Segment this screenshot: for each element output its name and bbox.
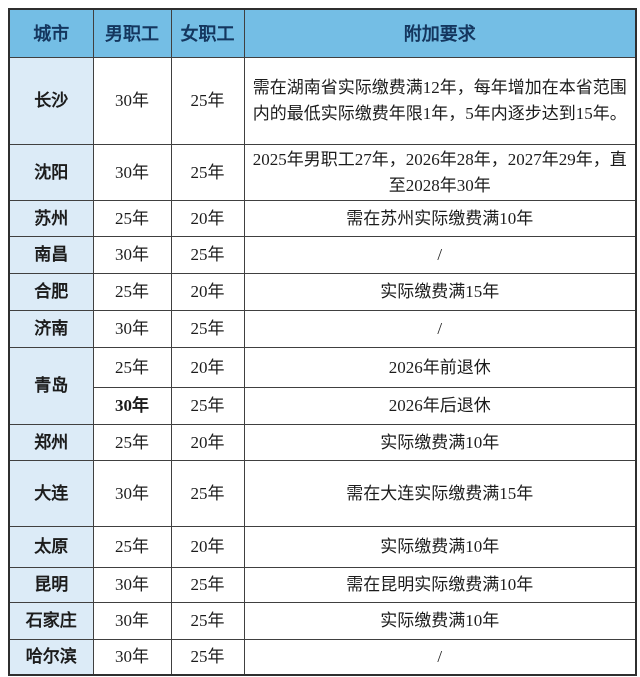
- male-years-cell: 25年: [92, 424, 172, 461]
- city-cell: 青岛: [8, 347, 94, 425]
- female-years-cell: 25年: [170, 602, 245, 640]
- extra-requirement-cell: 需在昆明实际缴费满10年: [243, 567, 637, 603]
- male-years-cell: 30年: [92, 567, 172, 603]
- extra-requirement-cell: 需在大连实际缴费满15年: [243, 460, 637, 527]
- extra-requirement-cell: 实际缴费满10年: [243, 424, 637, 461]
- city-cell: 南昌: [8, 236, 94, 274]
- extra-requirement-cell: 需在苏州实际缴费满10年: [243, 200, 637, 237]
- table-row: 昆明 30年 25年 需在昆明实际缴费满10年: [8, 567, 637, 603]
- table-row: 太原 25年 20年 实际缴费满10年: [8, 526, 637, 568]
- table-row: 南昌 30年 25年 /: [8, 236, 637, 274]
- table-row: 30年 25年 2026年后退休: [9, 387, 637, 425]
- header-row: 城市 男职工 女职工 附加要求: [8, 8, 637, 58]
- female-years-cell: 20年: [170, 273, 245, 311]
- female-years-cell: 25年: [170, 57, 245, 145]
- table-row: 郑州 25年 20年 实际缴费满10年: [8, 424, 637, 461]
- header-female: 女职工: [170, 8, 245, 58]
- city-cell: 沈阳: [8, 144, 94, 201]
- table-row: 沈阳 30年 25年 2025年男职工27年，2026年28年，2027年29年…: [8, 144, 637, 201]
- extra-requirement-cell: 2026年前退休: [243, 347, 637, 388]
- table-row: 大连 30年 25年 需在大连实际缴费满15年: [8, 460, 637, 527]
- table-row: 长沙 30年 25年 需在湖南省实际缴费满12年，每年增加在本省范围内的最低实际…: [8, 57, 637, 145]
- female-years-cell: 25年: [170, 639, 245, 675]
- table-row: 合肥 25年 20年 实际缴费满15年: [8, 273, 637, 311]
- table-row: 哈尔滨 30年 25年 /: [8, 639, 637, 675]
- table-row: 青岛 25年 20年 2026年前退休: [8, 347, 637, 425]
- female-years-cell: 20年: [170, 347, 245, 388]
- table-row: 济南 30年 25年 /: [8, 310, 637, 348]
- city-cell: 苏州: [8, 200, 94, 237]
- extra-requirement-cell: /: [243, 639, 637, 675]
- male-years-cell: 25年: [92, 347, 172, 388]
- male-years-cell: 30年: [92, 57, 172, 145]
- female-years-cell: 20年: [170, 424, 245, 461]
- extra-requirement-cell: 2026年后退休: [243, 387, 637, 425]
- table-row: 苏州 25年 20年 需在苏州实际缴费满10年: [8, 200, 637, 237]
- extra-requirement-cell: /: [243, 310, 637, 348]
- male-years-cell: 30年: [92, 460, 172, 527]
- extra-requirement-cell: 实际缴费满10年: [243, 602, 637, 640]
- female-years-cell: 25年: [170, 387, 245, 425]
- city-cell: 石家庄: [8, 602, 94, 640]
- male-years-cell: 30年: [92, 387, 172, 425]
- extra-requirement-cell: /: [243, 236, 637, 274]
- city-cell: 昆明: [8, 567, 94, 603]
- male-years-cell: 25年: [92, 200, 172, 237]
- male-years-cell: 30年: [92, 639, 172, 675]
- city-cell: 大连: [8, 460, 94, 527]
- male-years-cell: 25年: [92, 526, 172, 568]
- city-cell: 长沙: [8, 57, 94, 145]
- header-city: 城市: [8, 8, 94, 58]
- male-years-cell: 30年: [92, 310, 172, 348]
- extra-requirement-cell: 2025年男职工27年，2026年28年，2027年29年，直至2028年30年: [243, 144, 637, 201]
- extra-requirement-cell: 实际缴费满15年: [243, 273, 637, 311]
- city-cell: 哈尔滨: [8, 639, 94, 675]
- female-years-cell: 20年: [170, 200, 245, 237]
- city-cell: 济南: [8, 310, 94, 348]
- table-row: 石家庄 30年 25年 实际缴费满10年: [8, 602, 637, 640]
- city-cell: 太原: [8, 526, 94, 568]
- male-years-cell: 30年: [92, 236, 172, 274]
- city-cell: 郑州: [8, 424, 94, 461]
- extra-requirement-cell: 需在湖南省实际缴费满12年，每年增加在本省范围内的最低实际缴费年限1年，5年内逐…: [243, 57, 637, 145]
- female-years-cell: 20年: [170, 526, 245, 568]
- female-years-cell: 25年: [170, 236, 245, 274]
- header-male: 男职工: [92, 8, 172, 58]
- female-years-cell: 25年: [170, 310, 245, 348]
- male-years-cell: 30年: [92, 602, 172, 640]
- female-years-cell: 25年: [170, 144, 245, 201]
- extra-requirement-cell: 实际缴费满10年: [243, 526, 637, 568]
- male-years-cell: 30年: [92, 144, 172, 201]
- male-years-cell: 25年: [92, 273, 172, 311]
- pension-requirements-table: 城市 男职工 女职工 附加要求 长沙 30年 25年 需在湖南省实际缴费满12年…: [8, 8, 637, 676]
- city-cell: 合肥: [8, 273, 94, 311]
- female-years-cell: 25年: [170, 460, 245, 527]
- header-extra: 附加要求: [243, 8, 637, 58]
- female-years-cell: 25年: [170, 567, 245, 603]
